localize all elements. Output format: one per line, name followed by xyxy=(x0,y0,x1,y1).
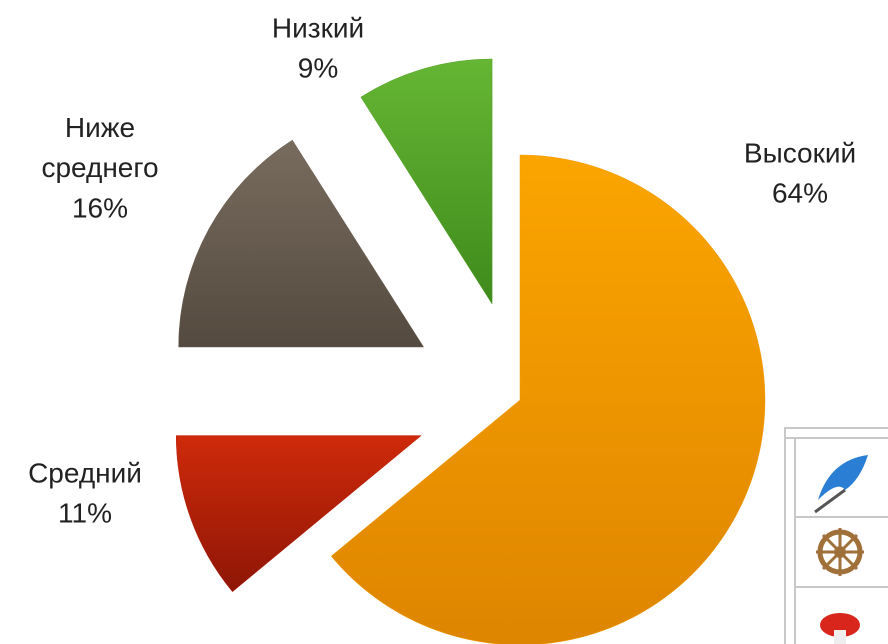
slice-label: Высокий xyxy=(744,137,856,168)
slice-value-label: 16% xyxy=(72,192,128,223)
pie-slice xyxy=(175,435,422,593)
pie-slice xyxy=(330,154,766,644)
pie-slice xyxy=(360,58,493,305)
pie-slice xyxy=(178,139,425,348)
slice-value-label: 9% xyxy=(298,52,338,83)
slice-value-label: 11% xyxy=(58,497,112,528)
slice-label: Средний xyxy=(28,457,142,488)
slice-label: Низкий xyxy=(272,12,364,43)
slice-label: Ниже среднего xyxy=(41,112,158,183)
slice-value-label: 64% xyxy=(772,177,828,208)
icon-table xyxy=(784,427,888,644)
